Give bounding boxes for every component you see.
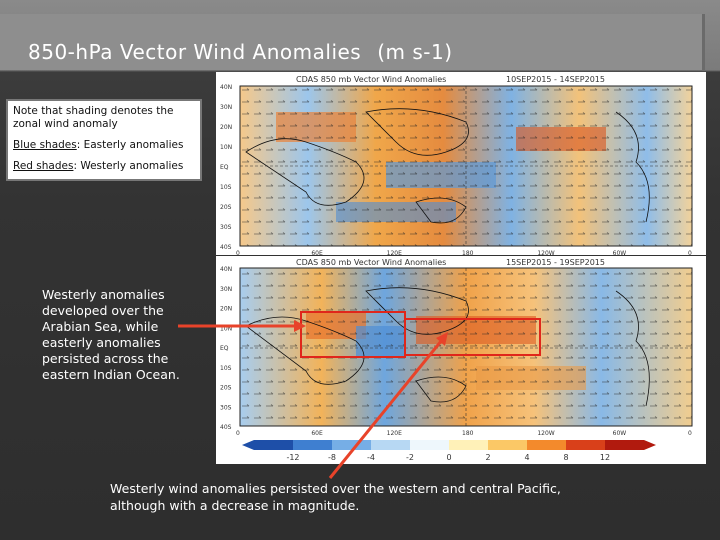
- note-red-text: : Westerly anomalies: [73, 160, 184, 172]
- lat-label: 40N: [220, 266, 232, 273]
- lat-label: 30N: [220, 104, 232, 111]
- colorbar-tick-label: -8: [328, 453, 336, 462]
- lat-label: 20S: [220, 385, 232, 392]
- wind-anomaly-map-bottom: CDAS 850 mb Vector Wind Anomalies 15SEP2…: [216, 256, 706, 436]
- title-bar: 850-hPa Vector Wind Anomalies (m s-1): [0, 14, 705, 70]
- colorbar-swatch: [293, 440, 332, 450]
- colorbar-tick-label: 8: [563, 453, 568, 462]
- lon-label: 180: [462, 250, 474, 255]
- colorbar-tick-label: 2: [485, 453, 490, 462]
- lon-label: 180: [462, 430, 474, 436]
- colorbar-tick-label: -2: [406, 453, 414, 462]
- colorbar-tick-label: 12: [600, 453, 610, 462]
- lon-label: 60E: [311, 250, 323, 255]
- lon-label: 0: [688, 430, 692, 436]
- lat-label: 20N: [220, 306, 232, 313]
- lat-label: EQ: [220, 164, 229, 171]
- title-unit: (m s-1): [377, 40, 453, 64]
- colorbar-swatch: [410, 440, 449, 450]
- lat-label: 10S: [220, 365, 232, 372]
- colorbar-swatch: [605, 440, 644, 450]
- colorbar-tick-label: -12: [286, 453, 299, 462]
- lon-label: 60E: [311, 430, 323, 436]
- lon-label: 60W: [613, 430, 627, 436]
- lat-label: 40N: [220, 84, 232, 91]
- colorbar-right-cap: [644, 440, 656, 450]
- lon-label: 120W: [537, 430, 554, 436]
- colorbar-left-cap: [242, 440, 254, 450]
- note-red-label: Red shades: [13, 160, 74, 172]
- lat-label: 30S: [220, 224, 232, 231]
- top-map-coastline-africa: [245, 138, 365, 206]
- lon-label: 0: [236, 430, 240, 436]
- lat-label: 10N: [220, 144, 232, 151]
- colorbar-swatch: [566, 440, 605, 450]
- note-blue: Blue shades: Easterly anomalies: [13, 139, 195, 152]
- colorbar-legend: -12 -8 -4 -2 0 2 4 8 12: [216, 436, 706, 464]
- colorbar-swatch: [449, 440, 488, 450]
- callout-arabian-sea: Westerly anomalies developed over the Ar…: [42, 287, 180, 382]
- colorbar-tick-label: -4: [367, 453, 375, 462]
- note-red: Red shades: Westerly anomalies: [13, 160, 195, 173]
- note-intro: Note that shading denotes the zonal wind…: [13, 105, 174, 130]
- colorbar-swatch: [527, 440, 566, 450]
- colorbar-tick-label: 4: [524, 453, 529, 462]
- lon-label: 120E: [387, 250, 402, 255]
- lon-label: 60W: [613, 250, 627, 255]
- top-map-coastline-americas: [615, 111, 650, 223]
- lat-label: EQ: [220, 345, 229, 352]
- lat-label: 40S: [220, 424, 232, 431]
- colorbar-swatch: [371, 440, 410, 450]
- lat-label: 10S: [220, 184, 232, 191]
- note-blue-label: Blue shades: [13, 139, 77, 151]
- wind-anomaly-map-top: CDAS 850 mb Vector Wind Anomalies 10SEP2…: [216, 72, 706, 255]
- lon-label: 0: [236, 250, 240, 255]
- bottom-map-header: CDAS 850 mb Vector Wind Anomalies: [296, 258, 446, 267]
- colorbar-swatch: [332, 440, 371, 450]
- lat-label: 10N: [220, 325, 232, 332]
- lat-label: 40S: [220, 244, 232, 251]
- shading-note-box: Note that shading denotes the zonal wind…: [6, 99, 202, 181]
- lat-label: 30N: [220, 286, 232, 293]
- bottom-map-coastline-americas: [615, 290, 650, 407]
- lat-label: 30S: [220, 404, 232, 411]
- colorbar-swatch: [254, 440, 293, 450]
- top-map-coastline-asia: [365, 108, 469, 156]
- top-map-dates: 10SEP2015 - 14SEP2015: [506, 75, 605, 84]
- callout-pacific: Westerly wind anomalies persisted over t…: [110, 481, 561, 513]
- lat-label: 20N: [220, 124, 232, 131]
- lat-label: 20S: [220, 204, 232, 211]
- bottom-map-dates: 15SEP2015 - 19SEP2015: [506, 258, 605, 267]
- slide-title: 850-hPa Vector Wind Anomalies (m s-1): [28, 40, 453, 64]
- lon-label: 0: [688, 250, 692, 255]
- colorbar-tick-label: 0: [446, 453, 451, 462]
- top-map-header: CDAS 850 mb Vector Wind Anomalies: [296, 75, 446, 84]
- colorbar-swatch: [488, 440, 527, 450]
- title-text: 850-hPa Vector Wind Anomalies: [28, 40, 362, 64]
- lon-label: 120W: [537, 250, 554, 255]
- note-blue-text: : Easterly anomalies: [76, 139, 184, 151]
